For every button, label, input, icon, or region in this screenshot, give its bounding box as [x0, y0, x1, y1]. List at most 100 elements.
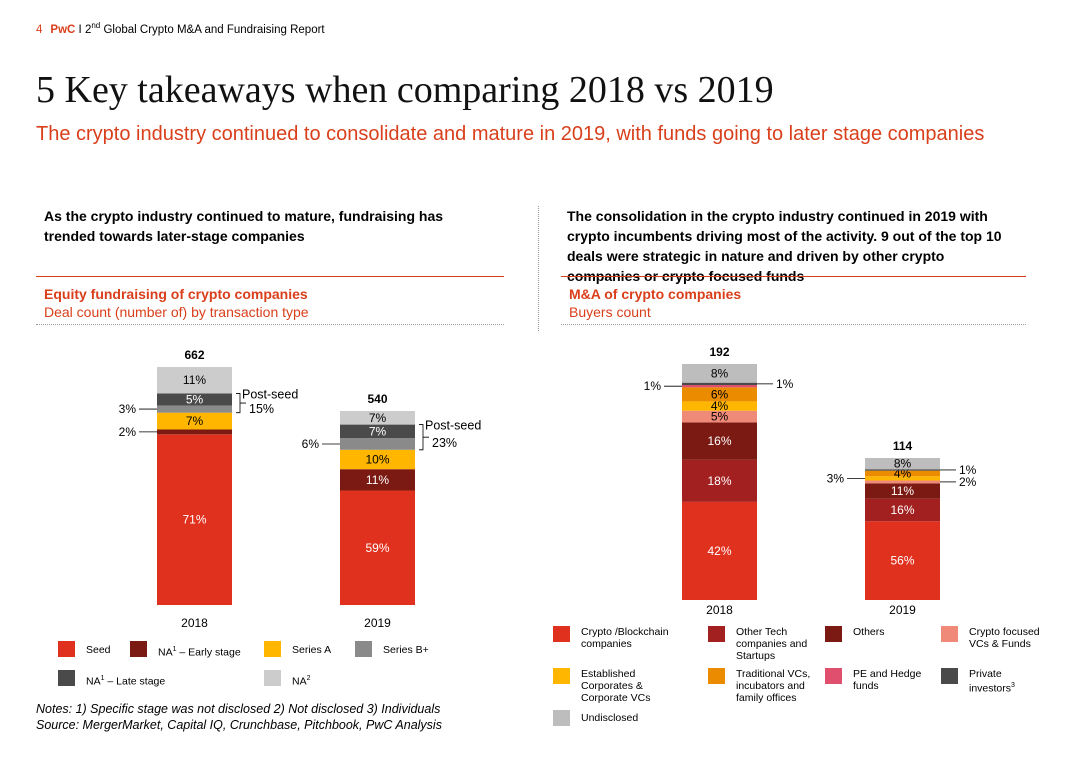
legend-na2: NA2: [264, 670, 311, 688]
legend-label: Other Tech companies and Startups: [736, 626, 808, 662]
bar-segment: [682, 422, 757, 460]
bar-segment-label: 59%: [365, 541, 389, 555]
bar-segment-label: 8%: [711, 366, 729, 380]
bar-segment: [682, 459, 757, 502]
bar-segment: [865, 458, 940, 470]
bracket-value: 23%: [432, 436, 457, 450]
legend-swatch: [941, 668, 958, 684]
legend-label: Established Corporates & Corporate VCs: [581, 668, 651, 704]
bar-segment: [865, 470, 940, 477]
legend-swatch: [58, 670, 75, 686]
x-axis-tick-label: 2018: [706, 603, 733, 617]
footnotes: Notes: 1) Specific stage was not disclos…: [36, 701, 442, 733]
section-divider: [538, 206, 539, 331]
bar-segment-label: 11%: [183, 373, 206, 387]
bar-segment-label: 6%: [711, 387, 729, 401]
legend-label: Series B+: [383, 644, 429, 656]
legend-crypto-vcs: Crypto focused VCs & Funds: [941, 626, 1041, 650]
right-heading: The consolidation in the crypto industry…: [567, 208, 1002, 284]
bar-segment: [682, 385, 757, 388]
bracket-value: 15%: [249, 402, 274, 416]
bar-segment: [865, 469, 940, 471]
bar-segment: [340, 490, 415, 605]
bar-segment-label: 8%: [894, 457, 912, 471]
legend-swatch: [264, 670, 281, 686]
legend-label: Private investors: [969, 668, 1012, 695]
legend-label: NA: [292, 675, 307, 688]
bar-segment: [682, 401, 757, 411]
callout-label: 3%: [119, 402, 137, 416]
bar-segment-label: 42%: [707, 544, 731, 558]
bar-segment: [865, 480, 940, 484]
bar-segment-label: 56%: [890, 554, 914, 568]
legend-label: NA: [158, 646, 173, 659]
legend-label-suffix: – Early stage: [176, 646, 241, 659]
callout-label: 2%: [119, 425, 137, 439]
legend-label: Traditional VCs, incubators and family o…: [736, 668, 811, 704]
legend-seed: Seed: [58, 641, 111, 657]
bar-total-label: 662: [184, 348, 204, 362]
bar-segment: [340, 411, 415, 425]
page-title: 5 Key takeaways when comparing 2018 vs 2…: [36, 69, 774, 111]
bar-segment-label: 11%: [366, 473, 389, 487]
bar-segment: [865, 476, 940, 481]
notes-line: Notes: 1) Specific stage was not disclos…: [36, 702, 441, 716]
bar-segment-label: 16%: [707, 434, 731, 448]
bar-segment-label: 7%: [186, 414, 204, 428]
bar-segment-label: 5%: [711, 410, 729, 424]
bar-segment: [340, 449, 415, 470]
legend-swatch: [58, 641, 75, 657]
bar-segment: [682, 410, 757, 423]
callout-label: 1%: [644, 379, 662, 393]
legend-na-late: NA1 – Late stage: [58, 670, 165, 688]
left-dotted-rule: [36, 324, 504, 325]
right-dotted-rule: [561, 324, 1026, 325]
legend-series-b: Series B+: [355, 641, 429, 657]
legend-label: NA: [86, 675, 101, 688]
bar-segment: [682, 387, 757, 402]
bar-segment-label: 11%: [891, 484, 914, 498]
bracket-title: Post-seed: [425, 419, 481, 433]
bar-segment: [340, 438, 415, 450]
bar-segment-label: 18%: [707, 474, 731, 488]
bar-segment-label: 16%: [890, 503, 914, 517]
bar-total-label: 540: [367, 392, 387, 406]
bar-segment-label: 4%: [711, 399, 729, 413]
bar-segment: [682, 382, 757, 386]
page-number: 4: [36, 23, 43, 36]
bar-segment: [865, 521, 940, 600]
legend-label: PE and Hedge funds: [853, 668, 922, 692]
legend-sup: 1: [100, 675, 105, 682]
left-red-rule: [36, 276, 504, 277]
legend-other-tech: Other Tech companies and Startups: [708, 626, 813, 662]
right-red-rule: [561, 276, 1026, 277]
legend-label: Crypto /Blockchain companies: [581, 626, 669, 650]
report-ordinal: 2: [84, 23, 92, 36]
callout-label: 1%: [959, 463, 977, 477]
legend-swatch: [553, 626, 570, 642]
legend-label: Series A: [292, 644, 332, 656]
page-header: 4 PwC I 2nd Global Crypto M&A and Fundrai…: [36, 21, 325, 36]
callout-label: 2%: [959, 475, 977, 489]
callout-label: 6%: [302, 437, 320, 451]
callout-label: 3%: [827, 471, 845, 485]
left-chart-subtitle: Deal count (number of) by transaction ty…: [44, 304, 309, 320]
legend-established-corporates: Established Corporates & Corporate VCs: [553, 668, 688, 704]
legend-sup: 1: [172, 646, 177, 653]
source-line: Source: MergerMarket, Capital IQ, Crunch…: [36, 718, 442, 732]
bar-segment-label: 7%: [369, 411, 387, 425]
post-seed-bracket: [236, 393, 246, 414]
left-chart-title: Equity fundraising of crypto companies: [44, 286, 308, 302]
x-axis-tick-label: 2019: [889, 603, 916, 617]
legend-sup: 3: [1011, 682, 1015, 689]
legend-swatch: [941, 626, 958, 642]
legend-undisclosed: Undisclosed: [553, 710, 638, 726]
bar-segment-label: 10%: [365, 453, 389, 467]
legend-crypto-blockchain: Crypto /Blockchain companies: [553, 626, 688, 650]
right-chart-title: M&A of crypto companies: [569, 286, 742, 302]
legend-pe-hedge: PE and Hedge funds: [825, 668, 925, 692]
bar-total-label: 114: [893, 439, 913, 453]
brand-name: PwC: [50, 23, 76, 36]
legend-series-a: Series A: [264, 641, 331, 657]
